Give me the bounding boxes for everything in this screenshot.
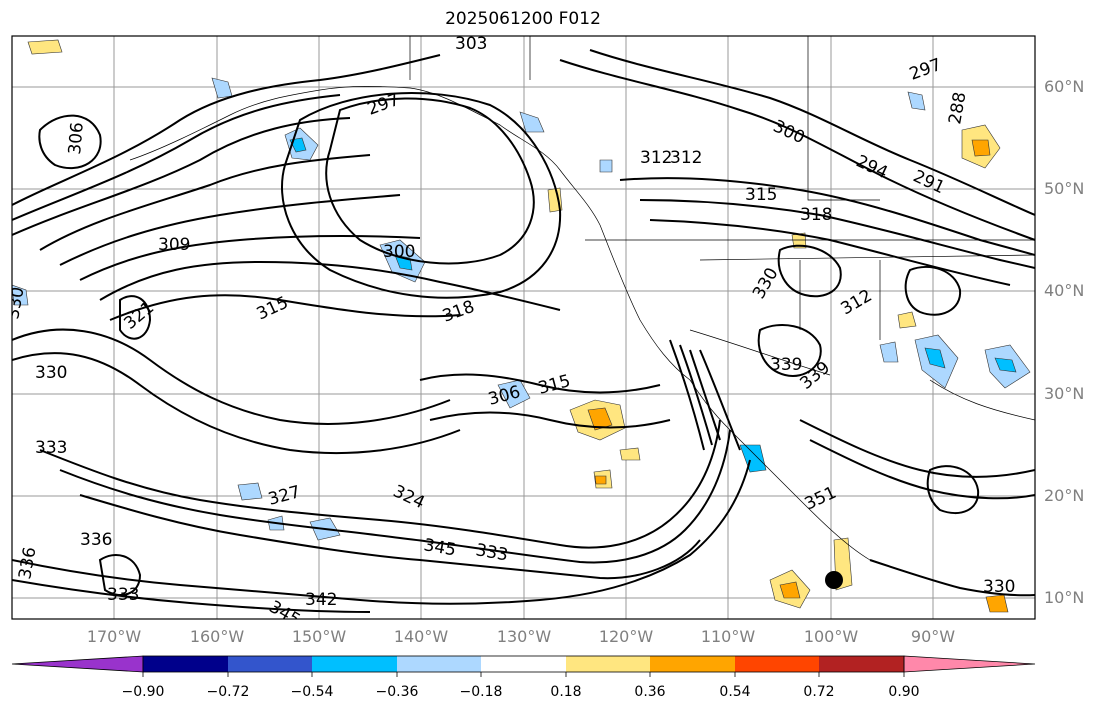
contour-label: 339 [770,355,802,375]
positive-patch [594,475,607,485]
contour-label: 306 [65,121,88,155]
colorbar-swatch [312,656,397,672]
lat-label: 50°N [1044,179,1085,198]
contour-label: 342 [305,590,337,610]
colorbar-tick-label: 0.54 [719,684,751,700]
coastlines [129,36,1035,561]
colorbar [11,655,1036,677]
colorbar-tick-label: −0.72 [206,684,250,700]
map-frame [11,35,1036,620]
positive-patch [897,311,917,329]
negative-patch [237,482,263,501]
colorbar-tick-label: 0.72 [803,684,835,700]
colorbar-swatch [735,656,819,672]
lon-label: 140°W [393,627,449,646]
contour-label: 330 [3,285,28,320]
positive-patch [779,581,801,599]
lon-label: 150°W [291,627,347,646]
map-title: 2025061200 F012 [445,9,601,29]
lat-label: 10°N [1044,588,1085,607]
contour-label: 333 [107,585,139,605]
lat-label: 60°N [1044,77,1085,96]
contour-label: 330 [983,577,1015,597]
colorbar-tick-label: −0.18 [459,684,503,700]
colorbar-swatch [566,656,650,672]
positive-patch [587,407,613,431]
colorbar-tick-label: 0.36 [634,684,666,700]
colorbar-swatch [397,656,481,672]
colorbar-swatch [481,656,566,672]
colorbar-extend-high [903,655,1036,673]
colorbar-tick-label: −0.54 [290,684,334,700]
contour-label: 312 [640,148,672,168]
negative-patch [907,91,926,111]
colorbar-swatch [819,656,904,672]
colorbar-tick-label: −0.90 [121,684,165,700]
colorbar-extend-low [11,655,144,673]
lat-label: 40°N [1044,281,1085,300]
positive-patch [971,139,991,157]
negative-patch [599,159,613,173]
contour-label: 303 [455,34,487,54]
lon-label: 110°W [700,627,756,646]
negative-patch [739,444,767,473]
negative-patch [12,284,29,306]
colorbar-tick-label: 0.18 [550,684,582,700]
colorbar-swatch [228,656,312,672]
lat-label: 30°N [1044,384,1085,403]
colorbar-tick-label: −0.36 [375,684,419,700]
contour-label: 300 [383,242,415,262]
lon-label: 100°W [803,627,859,646]
lon-label: 120°W [598,627,654,646]
negative-patch [497,379,531,409]
positive-patch [985,594,1009,613]
lat-label: 20°N [1044,486,1085,505]
positive-patch [619,447,641,461]
contour-label: 315 [745,185,777,205]
negative-patch [994,357,1017,373]
contour-label: 336 [80,530,112,550]
lon-label: 130°W [496,627,552,646]
lon-label: 160°W [189,627,245,646]
colorbar-swatch [143,656,228,672]
negative-patch [879,341,899,363]
contour-label: 330 [35,363,67,383]
positive-patch [27,39,63,55]
contour-label: 333 [35,438,67,458]
point-marker [825,571,843,589]
contour-label: 309 [158,235,190,255]
lon-label: 170°W [86,627,142,646]
lon-label: 90°W [910,627,956,646]
negative-patch [924,347,946,369]
shaded-regions [12,39,1031,613]
contour-lines [12,49,1035,613]
negative-patch [519,111,545,133]
contour-label: 312 [670,148,702,168]
negative-patch [289,137,307,153]
contour-label: 318 [800,205,832,225]
colorbar-swatch [650,656,735,672]
colorbar-tick-label: 0.90 [888,684,920,700]
